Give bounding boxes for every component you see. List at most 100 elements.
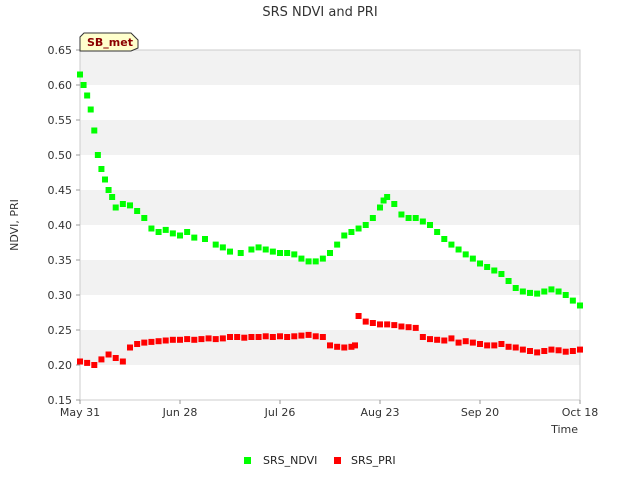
- data-point: [341, 344, 348, 351]
- x-tick-label: Oct 18: [562, 406, 599, 419]
- data-point: [398, 211, 405, 218]
- site-badge-label: SB_met: [87, 36, 133, 49]
- data-point: [262, 333, 269, 340]
- data-point: [312, 258, 319, 265]
- data-point: [562, 348, 569, 355]
- y-tick-label: 0.40: [48, 219, 73, 232]
- data-point: [94, 152, 101, 158]
- data-point: [202, 236, 208, 242]
- y-tick-label: 0.35: [48, 254, 73, 267]
- data-point: [334, 241, 341, 248]
- data-point: [412, 324, 419, 331]
- y-tick-label: 0.55: [48, 114, 73, 127]
- data-point: [380, 197, 387, 204]
- data-point: [219, 335, 226, 342]
- data-point: [577, 346, 583, 353]
- data-point: [377, 321, 383, 328]
- data-point: [327, 342, 333, 349]
- data-point: [512, 344, 519, 351]
- data-point: [562, 292, 569, 298]
- data-point: [427, 336, 433, 343]
- data-point: [205, 335, 212, 342]
- data-point: [198, 336, 205, 343]
- legend-label-ndvi: SRS_NDVI: [263, 454, 317, 467]
- x-tick-label: Sep 20: [461, 406, 499, 419]
- legend-marker-ndvi: [244, 457, 251, 464]
- chart-title: SRS NDVI and PRI: [262, 5, 377, 20]
- data-point: [491, 342, 498, 349]
- data-point: [248, 334, 255, 340]
- legend-label-pri: SRS_PRI: [351, 454, 396, 467]
- grid-band: [80, 365, 580, 400]
- data-point: [484, 264, 491, 270]
- x-tick-label: Aug 23: [361, 406, 400, 419]
- data-point: [98, 166, 105, 172]
- data-point: [498, 271, 505, 277]
- data-point: [212, 336, 219, 343]
- data-point: [412, 215, 419, 221]
- data-point: [369, 320, 376, 326]
- data-point: [555, 347, 562, 354]
- data-point: [105, 351, 112, 358]
- data-point: [484, 342, 491, 349]
- data-point: [448, 241, 455, 248]
- data-point: [191, 234, 198, 241]
- data-point: [169, 230, 176, 237]
- x-tick-label: May 31: [60, 406, 100, 419]
- data-point: [262, 246, 269, 253]
- data-point: [491, 267, 498, 274]
- data-point: [184, 229, 191, 235]
- data-point: [319, 255, 326, 262]
- data-point: [119, 201, 126, 207]
- data-point: [77, 71, 83, 78]
- data-point: [405, 324, 412, 331]
- y-tick-label: 0.50: [48, 149, 73, 162]
- y-tick-label: 0.45: [48, 184, 73, 197]
- data-point: [391, 322, 398, 329]
- y-tick-label: 0.15: [48, 394, 73, 407]
- data-point: [98, 356, 105, 363]
- grid-band: [80, 155, 580, 190]
- data-point: [84, 92, 91, 99]
- grid-band: [80, 260, 580, 295]
- data-point: [248, 246, 255, 253]
- data-point: [548, 286, 555, 293]
- data-point: [312, 333, 319, 340]
- data-point: [284, 334, 291, 340]
- data-point: [255, 244, 262, 251]
- data-point: [355, 313, 362, 319]
- data-point: [569, 297, 576, 304]
- data-point: [241, 334, 248, 341]
- data-point: [155, 338, 162, 345]
- x-axis: May 31 Jun 28 Jul 26 Aug 23 Sep 20 Oct 18: [60, 400, 598, 419]
- data-point: [127, 202, 133, 209]
- data-point: [505, 278, 512, 284]
- data-point: [469, 339, 476, 346]
- data-point: [119, 358, 126, 365]
- data-point: [112, 204, 119, 211]
- data-point: [352, 342, 358, 349]
- data-point: [384, 321, 391, 328]
- y-axis: 0.15 0.20 0.25 0.30 0.35 0.40 0.45 0.50 0.55 0.60…: [48, 44, 80, 407]
- data-point: [77, 358, 83, 365]
- data-point: [141, 339, 148, 346]
- data-point: [148, 338, 155, 345]
- data-point: [355, 225, 362, 232]
- data-point: [577, 302, 583, 309]
- data-point: [284, 250, 291, 256]
- data-point: [427, 222, 433, 228]
- legend-marker-pri: [334, 457, 341, 464]
- data-point: [469, 255, 476, 262]
- data-point: [348, 229, 355, 235]
- data-point: [477, 260, 483, 267]
- data-point: [298, 332, 305, 339]
- data-point: [227, 248, 233, 255]
- data-point: [512, 285, 519, 291]
- legend: SRS_NDVI SRS_PRI: [244, 454, 396, 467]
- data-point: [534, 349, 541, 356]
- data-point: [405, 215, 412, 221]
- data-points: [77, 71, 583, 368]
- data-point: [141, 215, 148, 221]
- data-point: [237, 250, 244, 256]
- y-tick-label: 0.25: [48, 324, 73, 337]
